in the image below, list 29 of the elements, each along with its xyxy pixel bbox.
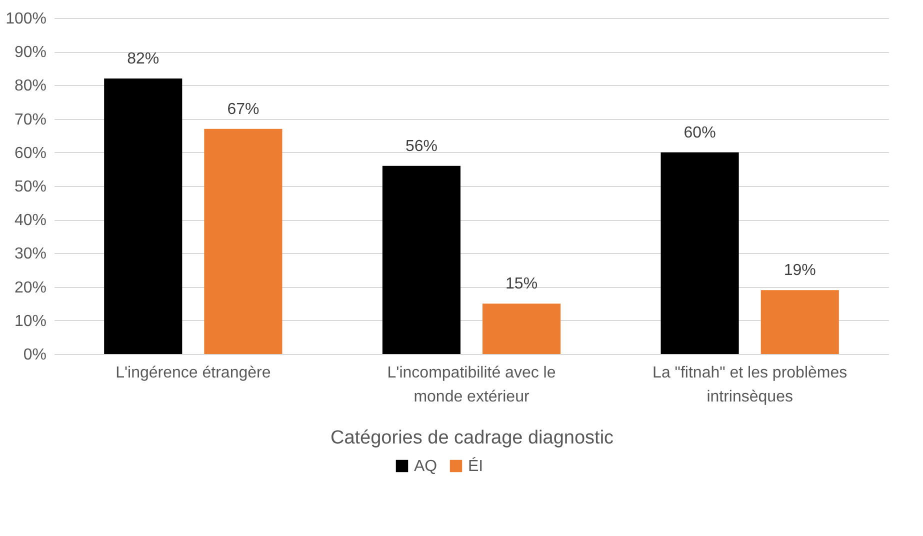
data-label: 67% [227, 100, 260, 118]
bar [382, 166, 460, 354]
data-label: 60% [684, 124, 716, 142]
bar [204, 128, 282, 354]
y-tick-label: 0% [23, 346, 46, 364]
bar [760, 290, 839, 354]
y-tick-label: 60% [14, 144, 46, 162]
data-label: 56% [405, 138, 438, 155]
y-tick-label: 10% [14, 312, 46, 330]
legend-label: AQ [414, 458, 438, 475]
bar [660, 152, 739, 354]
y-tick-label: 40% [14, 212, 46, 230]
data-label: 15% [506, 276, 538, 293]
legend-label: ÉI [468, 457, 484, 475]
y-tick-label: 80% [14, 78, 46, 95]
x-axis-title: Catégories de cadrage diagnostic [330, 428, 614, 448]
data-label: 19% [784, 262, 816, 280]
y-tick-label: 90% [14, 44, 46, 62]
x-tick-label: L'ingérence étrangère [116, 364, 271, 382]
y-tick-label: 30% [14, 246, 46, 263]
y-tick-label: 20% [14, 279, 46, 296]
x-tick-label: La "fitnah" et les problèmes intrinsèques [652, 364, 848, 406]
bar [104, 78, 182, 354]
y-tick-label: 70% [14, 111, 46, 128]
y-tick-label: 100% [6, 10, 46, 28]
y-tick-label: 50% [14, 178, 46, 196]
bar [482, 304, 561, 354]
x-tick-label: L'incompatibilité avec le monde extérieur [387, 364, 556, 406]
data-label: 82% [127, 50, 160, 68]
